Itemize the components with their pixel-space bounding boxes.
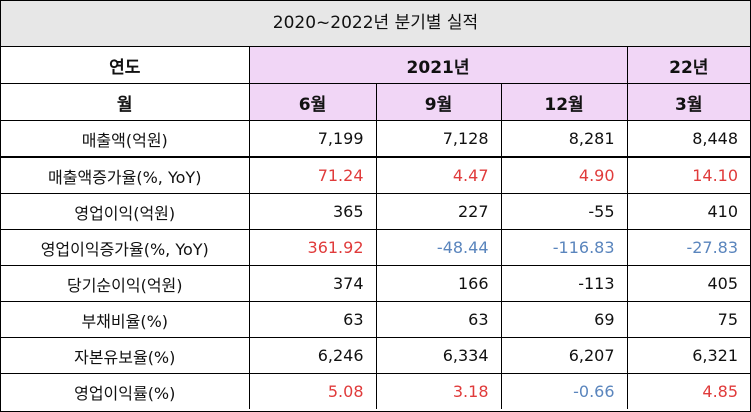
value-cell: 6,334 (375, 337, 502, 374)
year-22-header: 22년 (626, 47, 751, 84)
value-cell: -116.83 (500, 229, 628, 266)
header-row-year: 연도 2021년 22년 (1, 47, 751, 84)
year-2021-header: 2021년 (248, 47, 628, 84)
table-row: 매출액증가율(%, YoY) 71.24 4.47 4.90 14.10 (1, 156, 751, 194)
header-row-month: 월 6월 9월 12월 3월 (1, 83, 751, 121)
row-label: 영업이익증가율(%, YoY) (1, 229, 250, 266)
value-cell: 6,321 (626, 337, 751, 374)
value-cell: 4.47 (375, 156, 502, 194)
value-cell: -0.66 (500, 373, 628, 409)
table-row: 영업이익(억원) 365 227 -55 410 (1, 193, 751, 230)
row-label: 당기순이익(억원) (1, 265, 250, 302)
table-row: 영업이익증가율(%, YoY) 361.92 -48.44 -116.83 -27.83 (1, 229, 751, 266)
row-label: 영업이익률(%) (1, 373, 250, 409)
value-cell: 75 (626, 301, 751, 338)
value-cell: 6,246 (248, 337, 377, 374)
table-row: 매출액(억원) 7,199 7,128 8,281 8,448 (1, 120, 751, 158)
value-cell: 227 (375, 193, 502, 230)
value-cell: 4.85 (626, 373, 751, 409)
value-cell: 71.24 (248, 156, 377, 194)
value-cell: -113 (500, 265, 628, 302)
value-cell: 8,281 (500, 120, 628, 158)
value-cell: 14.10 (626, 156, 751, 194)
value-cell: 4.90 (500, 156, 628, 194)
row-label: 매출액(억원) (1, 120, 250, 158)
value-cell: 7,199 (248, 120, 377, 158)
value-cell: 63 (248, 301, 377, 338)
month-header: 9월 (375, 83, 502, 121)
value-cell: 7,128 (375, 120, 502, 158)
table-row: 부채비율(%) 63 63 69 75 (1, 301, 751, 338)
value-cell: 63 (375, 301, 502, 338)
value-cell: 365 (248, 193, 377, 230)
value-cell: -48.44 (375, 229, 502, 266)
value-cell: 410 (626, 193, 751, 230)
value-cell: -27.83 (626, 229, 751, 266)
row-label: 부채비율(%) (1, 301, 250, 338)
month-header: 3월 (626, 83, 751, 121)
value-cell: 3.18 (375, 373, 502, 409)
month-header-label: 월 (1, 83, 250, 121)
value-cell: 361.92 (248, 229, 377, 266)
value-cell: 405 (626, 265, 751, 302)
value-cell: -55 (500, 193, 628, 230)
row-label: 매출액증가율(%, YoY) (1, 156, 250, 194)
value-cell: 8,448 (626, 120, 751, 158)
table-row: 자본유보율(%) 6,246 6,334 6,207 6,321 (1, 337, 751, 374)
row-label: 자본유보율(%) (1, 337, 250, 374)
table-row: 당기순이익(억원) 374 166 -113 405 (1, 265, 751, 302)
row-label: 영업이익(억원) (1, 193, 250, 230)
value-cell: 166 (375, 265, 502, 302)
quarterly-results-table: 연도 2021년 22년 월 6월 9월 12월 3월 매출액(억원) 7,199… (1, 47, 751, 409)
table-row: 영업이익률(%) 5.08 3.18 -0.66 4.85 (1, 373, 751, 409)
month-header: 6월 (248, 83, 377, 121)
month-header: 12월 (500, 83, 628, 121)
year-header-label: 연도 (1, 47, 250, 84)
value-cell: 374 (248, 265, 377, 302)
value-cell: 6,207 (500, 337, 628, 374)
value-cell: 69 (500, 301, 628, 338)
table-title: 2020~2022년 분기별 실적 (1, 1, 750, 47)
value-cell: 5.08 (248, 373, 377, 409)
